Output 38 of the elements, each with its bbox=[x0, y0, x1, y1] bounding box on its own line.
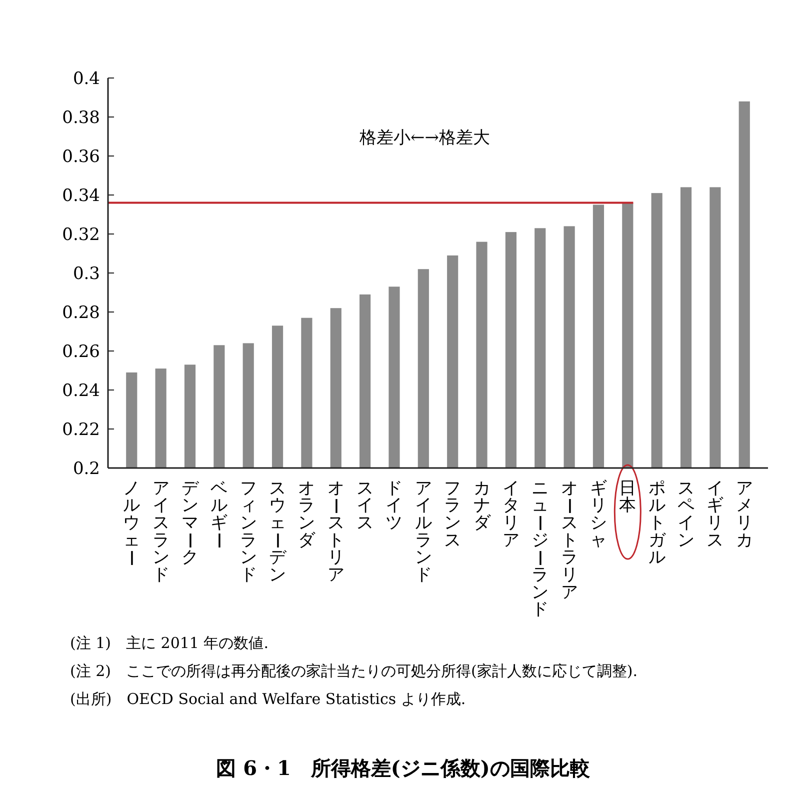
x-tick-label: アイルランド bbox=[414, 478, 432, 585]
y-tick-label: 0.24 bbox=[62, 380, 100, 401]
x-tick-label: ニュージーランド bbox=[529, 478, 550, 620]
y-tick-label: 0.2 bbox=[72, 458, 100, 479]
text: 図 6・1 所得格差(ジニ係数)の国際比較 bbox=[216, 756, 591, 780]
y-tick-label: 0.28 bbox=[62, 302, 100, 323]
x-tick-label: ノルウェー bbox=[120, 478, 141, 566]
y-tick-label: 0.34 bbox=[62, 186, 100, 206]
y-tick-label: 0.32 bbox=[62, 224, 100, 245]
x-tick-label: スウェーデン bbox=[266, 478, 288, 585]
y-tick-label: 0.3 bbox=[72, 264, 100, 284]
x-tick-label: ポルトガル bbox=[648, 478, 666, 568]
x-tick-label: デンマーク bbox=[179, 478, 200, 568]
text: (注 1) 主に 2011 年の数値. bbox=[70, 634, 268, 652]
x-tick-label: オーストラリア bbox=[558, 478, 578, 602]
x-tick-label: アメリカ bbox=[736, 478, 753, 550]
x-tick-label: スイス bbox=[356, 478, 374, 533]
x-tick-label: オランダ bbox=[298, 478, 316, 550]
x-tick-label: フランス bbox=[444, 478, 462, 550]
x-tick-label: スペイン bbox=[678, 478, 695, 550]
x-tick-label: ベルギー bbox=[208, 478, 228, 550]
x-tick-label: イタリア bbox=[502, 478, 520, 550]
x-tick-label: 日本 bbox=[619, 478, 636, 516]
y-tick-label: 0.36 bbox=[62, 146, 100, 167]
x-tick-label: アイスランド bbox=[152, 478, 170, 585]
text: (出所) OECD Social and Welfare Statistics より作成. bbox=[70, 690, 466, 708]
text: (注 2) ここでの所得は再分配後の家計当たりの可処分所得(家計人数に応じて調整). bbox=[70, 662, 638, 680]
x-tick-label: ギリシャ bbox=[590, 478, 607, 550]
y-tick-label: 0.4 bbox=[72, 68, 100, 89]
x-tick-label: フィンランド bbox=[240, 478, 257, 585]
y-tick-label: 0.38 bbox=[62, 108, 100, 128]
x-tick-label: カナダ bbox=[473, 478, 492, 533]
annotation: 格差小←→格差大 bbox=[358, 128, 490, 148]
x-tick-label: イギリス bbox=[706, 478, 724, 550]
y-tick-label: 0.22 bbox=[62, 420, 100, 440]
x-tick-label: ドイツ bbox=[386, 478, 403, 533]
x-tick-label: オーストリア bbox=[324, 478, 345, 585]
y-tick-label: 0.26 bbox=[62, 342, 100, 362]
